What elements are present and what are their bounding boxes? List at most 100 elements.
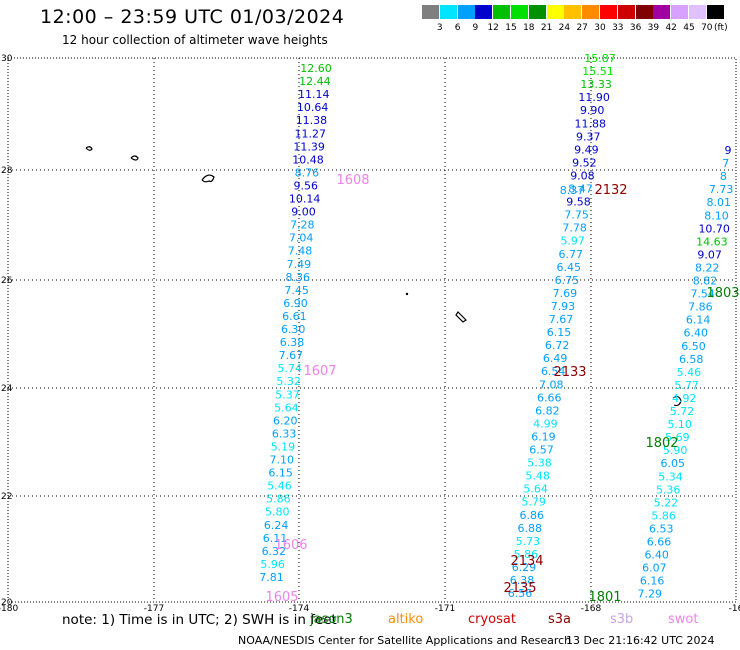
swh-value: 9.58: [566, 196, 591, 209]
swh-value: 5.72: [670, 405, 695, 418]
swh-value: 8.01: [707, 196, 732, 209]
legend-jason3: jason3: [310, 612, 353, 627]
swh-value: 15.87: [584, 52, 616, 65]
swh-value: 7.45: [284, 284, 309, 297]
island-outline: [455, 311, 467, 323]
orbit-label: 2133: [553, 365, 586, 380]
swh-value: 5.79: [521, 496, 546, 509]
swh-value: 6.38: [280, 336, 305, 349]
colorbar-swatch: [671, 5, 689, 19]
orbit-label: 1606: [274, 538, 307, 553]
swh-value: 9.90: [580, 104, 605, 117]
swh-value: 9.37: [576, 130, 601, 143]
swh-value: 8.47: [568, 183, 593, 196]
swh-value: 5.34: [658, 470, 683, 483]
swh-value: 6.66: [537, 391, 562, 404]
colorbar-label: 12: [487, 23, 499, 33]
lon-tick-label: -168: [581, 604, 602, 614]
lat-tick-label: 24: [1, 384, 13, 394]
colorbar-swatch: [635, 5, 653, 19]
swh-value: 7.93: [551, 300, 576, 313]
swh-value: 4.92: [672, 392, 697, 405]
island-outline: [201, 174, 215, 183]
orbit-label: 2135: [503, 581, 536, 596]
swh-value: 8: [720, 170, 727, 183]
legend-s3b: s3b: [610, 612, 634, 627]
swh-value: 6.29: [512, 561, 537, 574]
swh-value: 5.10: [667, 418, 692, 431]
swh-value: 5.36: [656, 483, 681, 496]
colorbar-label: 30: [594, 23, 606, 33]
island-outline: [130, 155, 139, 161]
legend-s3a: s3a: [548, 612, 572, 627]
swh-value: 10.14: [289, 193, 321, 206]
colorbar-swatch: [439, 5, 457, 19]
swh-value: 5.86: [651, 509, 676, 522]
swh-value: 7.75: [564, 209, 589, 222]
swh-value: 5.64: [274, 401, 299, 414]
colorbar-label: 24: [558, 23, 571, 33]
swh-value: 9.49: [574, 143, 599, 156]
swh-value: 6.15: [547, 326, 572, 339]
swh-value: 8.76: [295, 166, 320, 179]
colorbar-swatch: [422, 5, 439, 19]
swh-value: 5.74: [278, 362, 303, 375]
swh-value: 5.22: [654, 496, 679, 509]
swh-value: 8.10: [704, 209, 729, 222]
lon-tick-label: -16: [729, 604, 740, 614]
colorbar-swatch: [457, 5, 475, 19]
lon-tick-label: -180: [0, 604, 18, 614]
colorbar-swatch: [600, 5, 617, 19]
swh-value: 6.15: [268, 467, 293, 480]
swh-value: 7.78: [562, 222, 587, 235]
swh-value: 7.04: [289, 232, 314, 245]
swh-value: 6.54: [541, 365, 566, 378]
swh-value: 7.48: [288, 245, 313, 258]
swh-value: 9.08: [570, 169, 595, 182]
swh-value: 6.33: [272, 427, 297, 440]
lat-tick-label: 30: [1, 54, 13, 64]
colorbar-swatch: [528, 5, 546, 19]
colorbar-label: 18: [523, 23, 535, 33]
orbit-label: 2134: [510, 554, 543, 569]
swh-value: 15.51: [582, 65, 614, 78]
swh-value: 11.90: [578, 91, 610, 104]
map-frame: [7, 57, 737, 603]
colorbar-swatch: [511, 5, 528, 19]
swh-value: 7.29: [638, 588, 663, 601]
swh-value: 6.86: [520, 509, 545, 522]
swh-value: 5.97: [560, 235, 585, 248]
swh-value: 6.24: [264, 519, 289, 532]
swh-value: 10.48: [292, 153, 324, 166]
swh-value: 5.48: [525, 470, 550, 483]
swh-value: 4.99: [533, 417, 558, 430]
colorbar-label: 15: [505, 23, 517, 33]
swh-value: 6.61: [282, 310, 307, 323]
colorbar-swatch: [564, 5, 582, 19]
credit-text: NOAA/NESDIS Center for Satellite Applica…: [238, 634, 572, 647]
colorbar-swatch: [475, 5, 493, 19]
orbit-label: 1802: [645, 436, 678, 451]
swh-value: 11.14: [298, 88, 330, 101]
colorbar-label: 9: [472, 23, 479, 33]
swh-value: 9.07: [697, 248, 722, 261]
colorbar-label: 27: [576, 23, 588, 33]
note-text: note: 1) Time is in UTC; 2) SWH is in fe…: [62, 612, 337, 628]
swh-value: 7.67: [549, 313, 574, 326]
swh-value: 5.46: [677, 366, 702, 379]
swh-value: 6.82: [535, 404, 560, 417]
map-grid: [7, 57, 737, 603]
colorbar-swatch: [689, 5, 706, 19]
island-outline: [85, 146, 93, 151]
swh-value: 7.81: [259, 571, 284, 584]
swh-value: 6.75: [555, 274, 580, 287]
swh-value: 9.52: [572, 156, 597, 169]
swh-value: 6.05: [661, 457, 686, 470]
swh-value: 13.33: [580, 78, 612, 91]
swh-value: 5.77: [674, 379, 699, 392]
orbit-label: 1803: [706, 286, 739, 301]
colorbar-label: 3: [436, 23, 443, 33]
swh-value: 6.56: [508, 587, 533, 600]
swh-value: 9.56: [293, 179, 318, 192]
island-outlines: [85, 146, 682, 407]
